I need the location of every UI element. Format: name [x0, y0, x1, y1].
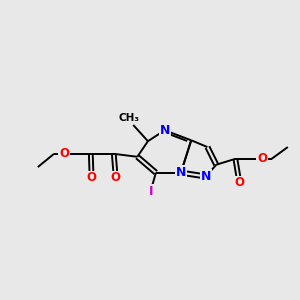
Text: O: O: [59, 147, 69, 160]
Text: O: O: [86, 172, 96, 184]
Text: O: O: [110, 172, 120, 184]
Text: CH₃: CH₃: [118, 112, 139, 123]
Text: I: I: [149, 185, 154, 198]
Text: N: N: [160, 124, 170, 137]
Text: O: O: [235, 176, 245, 190]
Text: O: O: [257, 152, 267, 165]
Text: N: N: [176, 166, 186, 179]
Text: N: N: [201, 170, 211, 183]
